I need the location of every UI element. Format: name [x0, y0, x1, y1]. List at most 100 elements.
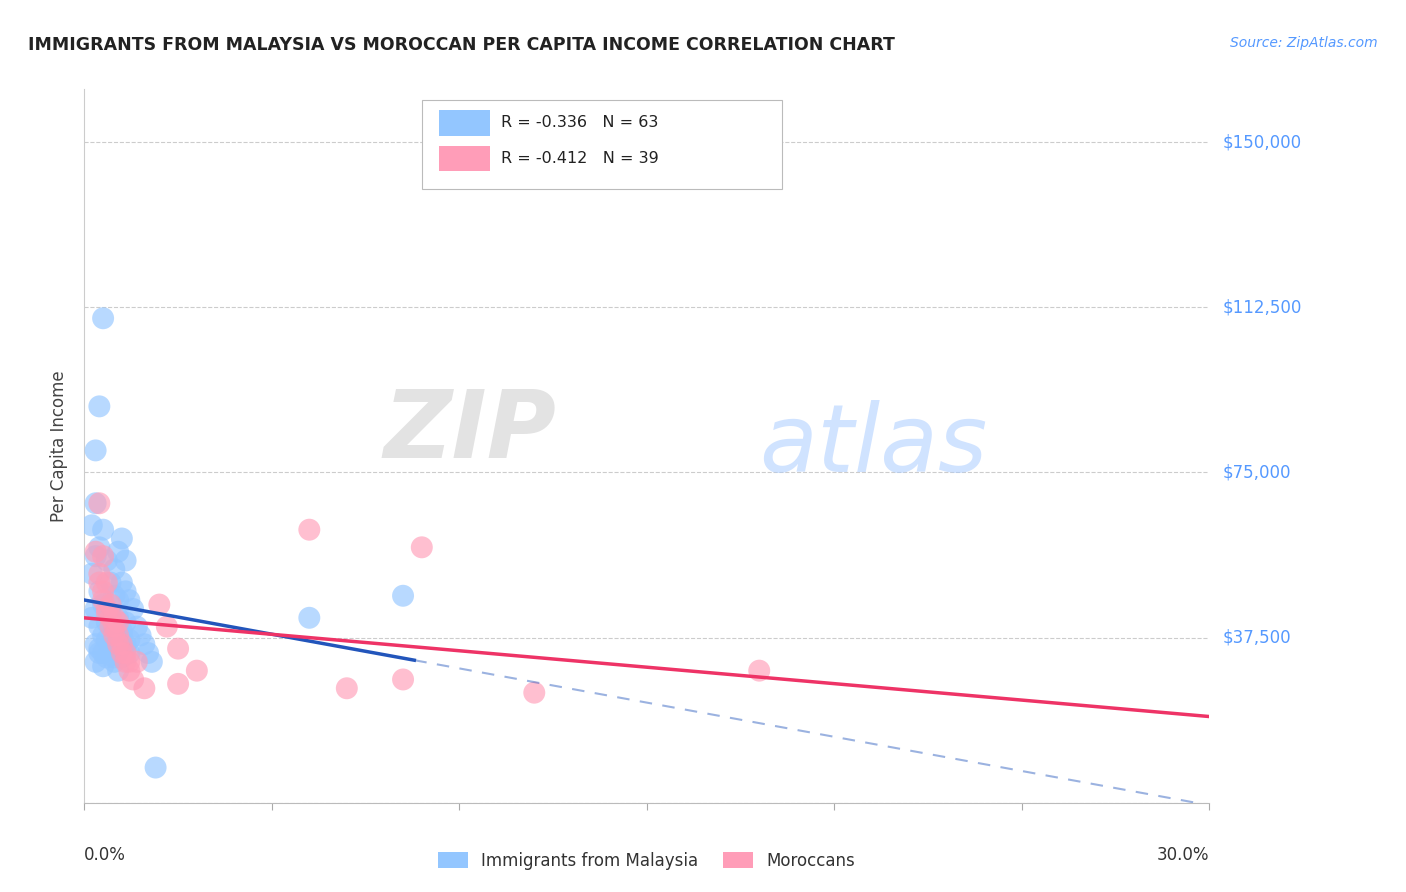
Point: [96, 602, 118, 616]
Text: atlas: atlas: [759, 401, 987, 491]
Point: [91, 549, 114, 563]
Point: [100, 575, 122, 590]
Point: [111, 532, 134, 546]
Point: [84, 549, 107, 563]
Point: [523, 686, 546, 700]
Point: [122, 673, 145, 687]
Point: [103, 589, 125, 603]
Point: [134, 637, 156, 651]
Point: [114, 615, 136, 630]
Point: [118, 655, 141, 669]
Point: [114, 553, 136, 567]
Point: [111, 575, 134, 590]
Point: [80, 518, 103, 533]
Text: $37,500: $37,500: [1223, 629, 1292, 647]
Point: [107, 545, 129, 559]
Point: [167, 677, 190, 691]
Point: [91, 598, 114, 612]
Point: [111, 637, 134, 651]
Point: [80, 611, 103, 625]
Text: R = -0.336   N = 63: R = -0.336 N = 63: [501, 115, 658, 130]
Point: [118, 593, 141, 607]
Point: [111, 628, 134, 642]
Point: [91, 659, 114, 673]
Point: [134, 681, 156, 696]
Point: [84, 443, 107, 458]
Point: [84, 602, 107, 616]
Point: [89, 584, 111, 599]
Point: [91, 311, 114, 326]
Point: [107, 628, 129, 642]
Point: [145, 760, 167, 774]
Point: [111, 650, 134, 665]
Point: [125, 619, 148, 633]
Text: 0.0%: 0.0%: [84, 846, 127, 863]
Point: [91, 584, 114, 599]
Point: [89, 400, 111, 414]
Point: [114, 641, 136, 656]
Point: [114, 584, 136, 599]
FancyBboxPatch shape: [439, 145, 491, 171]
Point: [100, 611, 122, 625]
Point: [114, 646, 136, 660]
Point: [103, 650, 125, 665]
Point: [111, 646, 134, 660]
Text: ZIP: ZIP: [384, 385, 557, 478]
Point: [91, 646, 114, 660]
Point: [298, 611, 321, 625]
Point: [89, 646, 111, 660]
Point: [89, 641, 111, 656]
Point: [103, 655, 125, 669]
Point: [298, 523, 321, 537]
Point: [336, 681, 359, 696]
Point: [96, 553, 118, 567]
Point: [100, 619, 122, 633]
Point: [141, 655, 163, 669]
Point: [156, 619, 179, 633]
Point: [84, 637, 107, 651]
Point: [84, 655, 107, 669]
Point: [129, 628, 152, 642]
Point: [118, 664, 141, 678]
Point: [89, 575, 111, 590]
Point: [118, 632, 141, 647]
Text: IMMIGRANTS FROM MALAYSIA VS MOROCCAN PER CAPITA INCOME CORRELATION CHART: IMMIGRANTS FROM MALAYSIA VS MOROCCAN PER…: [28, 36, 896, 54]
Text: Source: ZipAtlas.com: Source: ZipAtlas.com: [1230, 36, 1378, 50]
Point: [392, 589, 415, 603]
Point: [96, 650, 118, 665]
Point: [96, 602, 118, 616]
Point: [103, 619, 125, 633]
Point: [96, 575, 118, 590]
Point: [100, 607, 122, 621]
Point: [114, 637, 136, 651]
Point: [107, 593, 129, 607]
Point: [148, 598, 170, 612]
Point: [91, 593, 114, 607]
Point: [100, 637, 122, 651]
Point: [107, 664, 129, 678]
Point: [89, 541, 111, 555]
Point: [111, 624, 134, 638]
Point: [748, 664, 770, 678]
Text: 30.0%: 30.0%: [1157, 846, 1209, 863]
FancyBboxPatch shape: [439, 110, 491, 136]
Point: [103, 611, 125, 625]
Point: [103, 562, 125, 576]
Legend: Immigrants from Malaysia, Moroccans: Immigrants from Malaysia, Moroccans: [432, 846, 862, 877]
Point: [114, 655, 136, 669]
Point: [96, 615, 118, 630]
Point: [107, 615, 129, 630]
Text: $150,000: $150,000: [1223, 133, 1302, 151]
FancyBboxPatch shape: [422, 100, 782, 189]
Point: [91, 523, 114, 537]
Point: [96, 632, 118, 647]
Point: [392, 673, 415, 687]
Point: [91, 628, 114, 642]
Point: [118, 646, 141, 660]
Point: [100, 607, 122, 621]
Point: [89, 566, 111, 581]
Text: $112,500: $112,500: [1223, 298, 1302, 317]
Point: [411, 541, 433, 555]
Point: [125, 655, 148, 669]
Text: R = -0.412   N = 39: R = -0.412 N = 39: [501, 151, 658, 166]
